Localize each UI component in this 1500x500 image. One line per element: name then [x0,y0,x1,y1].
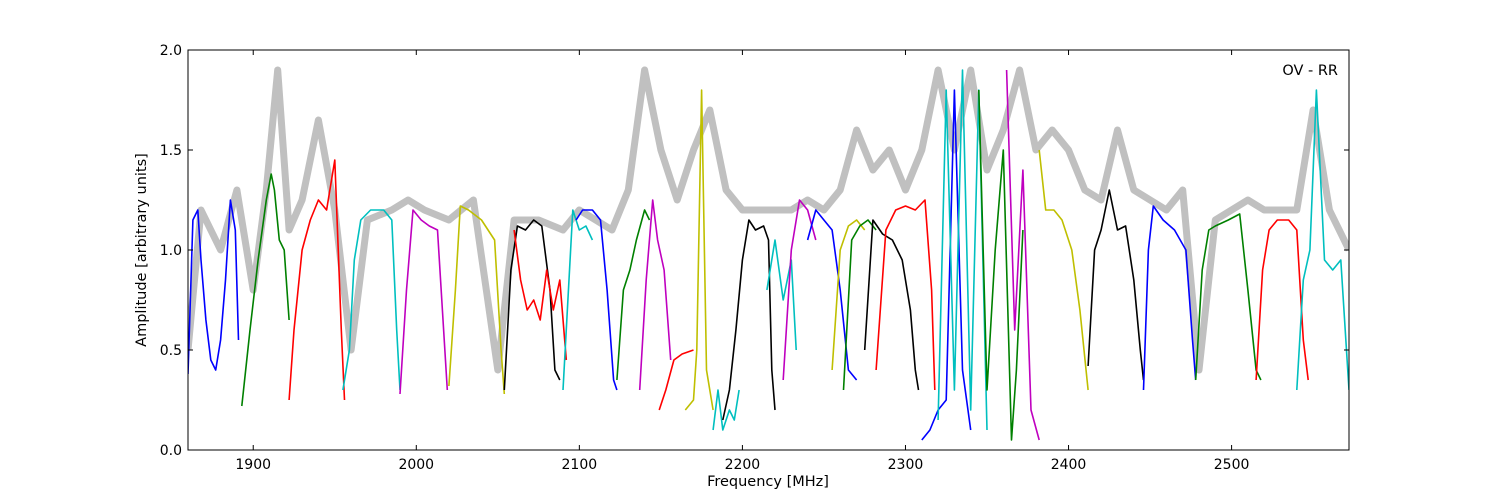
series-line-2 [241,173,290,407]
x-tick-label: 2400 [1051,457,1087,473]
reference-layer [188,66,1349,374]
series-line-33 [1296,89,1349,391]
x-tick-label: 1900 [235,457,271,473]
series-line-31 [1194,213,1262,381]
y-tick-label: 2.0 [160,43,182,59]
y-tick-label: 1.0 [160,243,182,259]
series-line-9 [562,209,594,391]
series-line-11 [616,209,651,381]
series-line-3 [288,159,346,401]
x-tick-label: 2200 [725,457,761,473]
y-tick-label: 0.0 [160,443,182,459]
x-tick-label: 2000 [398,457,434,473]
series-line-20 [831,219,866,371]
series-line-1 [188,199,240,375]
series-line-15 [712,389,740,431]
series-line-19 [806,209,858,381]
series-line-29 [1087,189,1145,381]
series-line-28 [1038,149,1089,391]
annotation: OV - RR [1282,63,1338,79]
series-line-30 [1142,205,1197,391]
x-axis: 1900 2000 2100 2200 2300 2400 2500 [235,50,1249,473]
series-line-24 [921,89,972,441]
series-line-17 [766,239,797,351]
series-line-23 [875,199,936,391]
series-line-21 [842,219,877,391]
series-line-12 [638,199,672,391]
series-line-8 [513,229,568,361]
series-line-5 [399,209,449,395]
y-axis-label: Amplitude [arbitrary units] [134,153,150,347]
x-tick-label: 2100 [562,457,598,473]
x-tick-label: 2300 [888,457,924,473]
series-line-7 [503,219,561,391]
series-line-32 [1255,219,1309,381]
series-line-27 [1005,69,1040,441]
series-line-22 [863,219,920,391]
series-line-4 [342,209,401,391]
series-line-6 [448,205,506,395]
series-line-10 [575,209,618,391]
x-axis-label: Frequency [MHz] [707,474,829,490]
y-tick-label: 0.5 [160,343,182,359]
series-line-26 [978,89,1024,441]
reference-band [188,66,1349,374]
x-tick-label: 2500 [1214,457,1250,473]
y-axis: 0.0 0.5 1.0 1.5 2.0 [160,43,1349,459]
series-layer [188,69,1349,441]
series-line-16 [722,219,776,421]
y-tick-label: 1.5 [160,143,182,159]
series-line-14 [684,89,714,411]
series-line-18 [782,199,817,381]
series-line-13 [658,349,694,411]
